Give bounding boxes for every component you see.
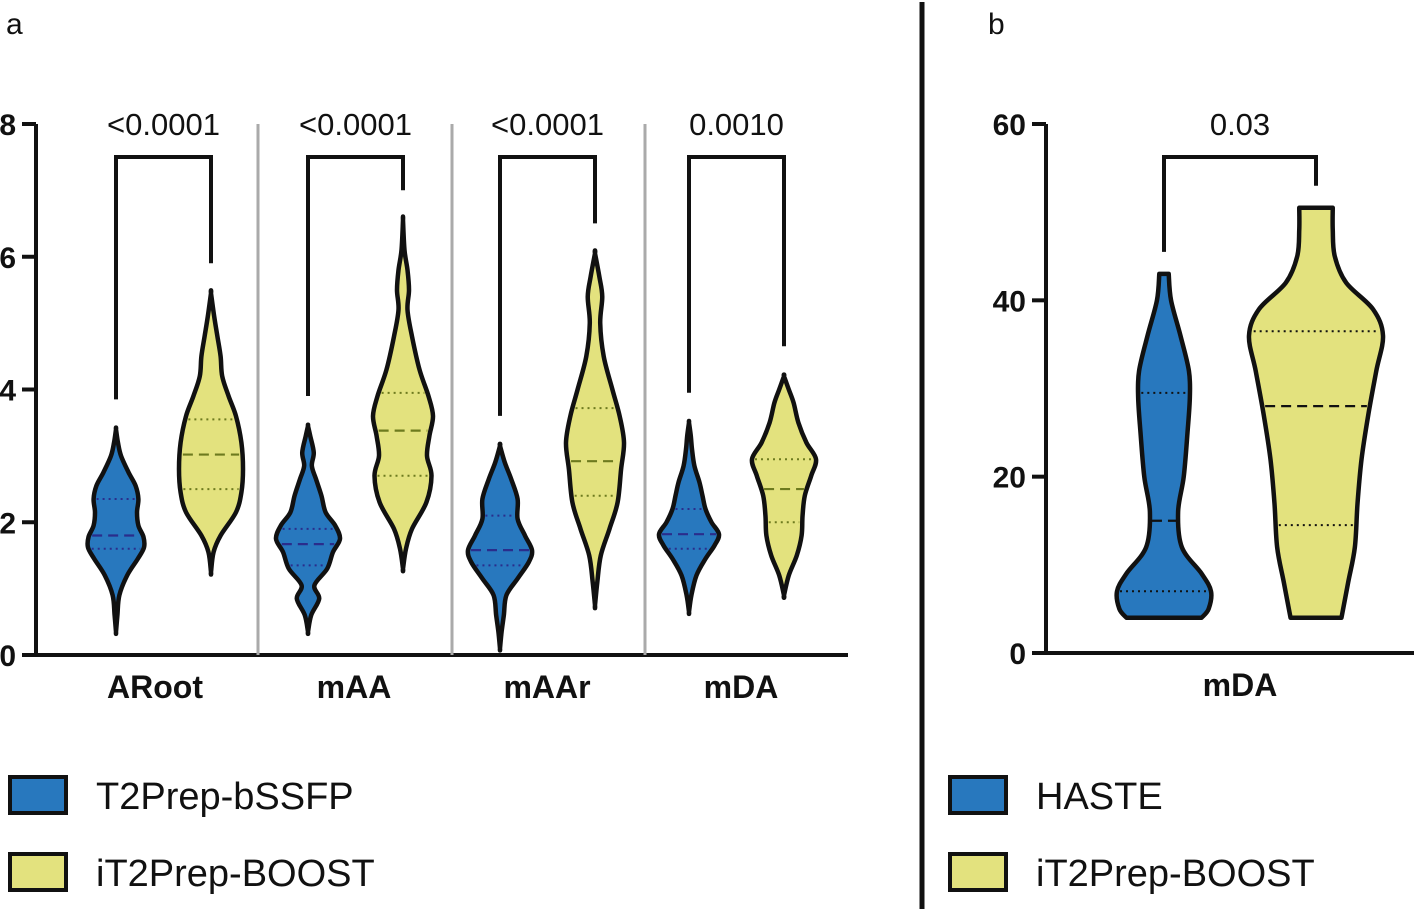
panel-b-y-tick-label: 40 [993, 285, 1026, 318]
panel-a-y-tick-label: 6 [0, 242, 16, 275]
panel-a-p-value: <0.0001 [299, 107, 412, 142]
legend-b-swatch-1 [948, 852, 1008, 892]
panel-a-violin-mAA-yellow [370, 214, 436, 574]
panel-a-violin-mDA-yellow [749, 372, 819, 601]
legend-a-item-1: iT2Prep-BOOST [8, 852, 375, 895]
legend-b-label-0: HASTE [1036, 776, 1163, 818]
panel-b-violin-mDA-yellow [1246, 205, 1386, 620]
panel-b-letter: b [988, 8, 1005, 41]
panel-a-violin-mAAr-yellow [563, 248, 627, 611]
legend-a-swatch-0 [8, 775, 68, 815]
legend-b-label-1: iT2Prep-BOOST [1036, 853, 1315, 895]
panel-b-violin-body [1114, 271, 1214, 620]
panel-b-p-value: 0.03 [1210, 107, 1270, 142]
panel-a-p-value: 0.0010 [689, 107, 784, 142]
panel-b-violin-body [1246, 205, 1386, 620]
panel-a-significance-bracket [114, 155, 213, 400]
panel-a-category-label: mAA [317, 669, 392, 705]
panel-a-violin-mAA-blue [273, 422, 343, 637]
panel-a-y-tick-label: 4 [0, 375, 16, 408]
legend-b-item-1: iT2Prep-BOOST [948, 852, 1315, 895]
panel-a-chart: 0 2 4 6 8 ARoot mAA mAAr mDA <0.0001 <0.0001 <0.000… [0, 107, 848, 705]
panel-a-letter: a [6, 8, 23, 41]
panel-a-violin-body [176, 288, 246, 577]
panel-a-y-tick-label: 2 [0, 507, 16, 540]
legend-a-swatch-1 [8, 852, 68, 892]
legend-a-item-0: T2Prep-bSSFP [8, 775, 354, 818]
panel-b-y-tick-label: 20 [993, 462, 1026, 495]
legend-b-swatch-0 [948, 775, 1008, 815]
panel-b-violin-mDA-blue [1114, 271, 1214, 620]
panel-a-y-tick-label: 0 [0, 640, 16, 673]
legend-b: HASTE iT2Prep-BOOST [948, 775, 1315, 895]
legend-b-item-0: HASTE [948, 775, 1163, 818]
panel-a-violin-mDA-blue [656, 418, 722, 617]
panel-a-significance-bracket [498, 155, 597, 416]
panel-a-p-value: <0.0001 [107, 107, 220, 142]
panel-a-violin-body [465, 441, 535, 653]
panel-a-p-value: <0.0001 [491, 107, 604, 142]
panel-a-significance-bracket [306, 155, 405, 397]
panel-a-category-label: ARoot [107, 669, 203, 705]
legend-a-label-1: iT2Prep-BOOST [96, 853, 375, 895]
panel-a-violin-body [370, 214, 436, 574]
panel-a-violin-body [656, 418, 722, 617]
panel-b-category-label: mDA [1203, 667, 1278, 703]
panel-b-y-tick-label: 0 [1009, 638, 1026, 671]
panel-a-significance-bracket [687, 155, 786, 393]
panel-b-chart: 0 20 40 60 mDA 0.03 [993, 107, 1414, 703]
panel-b-y-tick-label: 60 [993, 109, 1026, 142]
panel-a-violin-ARoot-blue [85, 425, 147, 637]
panel-a-violin-body [563, 248, 627, 611]
panel-a-violin-body [85, 425, 147, 637]
panel-a-category-label: mAAr [503, 669, 590, 705]
panel-a-violin-ARoot-yellow [176, 288, 246, 577]
legend-a: T2Prep-bSSFP iT2Prep-BOOST [8, 775, 375, 895]
panel-b-significance-bracket [1162, 155, 1318, 252]
panel-a-violin-body [749, 372, 819, 601]
legend-a-label-0: T2Prep-bSSFP [96, 776, 354, 818]
panel-a-category-label: mDA [704, 669, 779, 705]
panel-a-violin-mAAr-blue [465, 441, 535, 653]
panel-a-y-tick-label: 8 [0, 109, 16, 142]
